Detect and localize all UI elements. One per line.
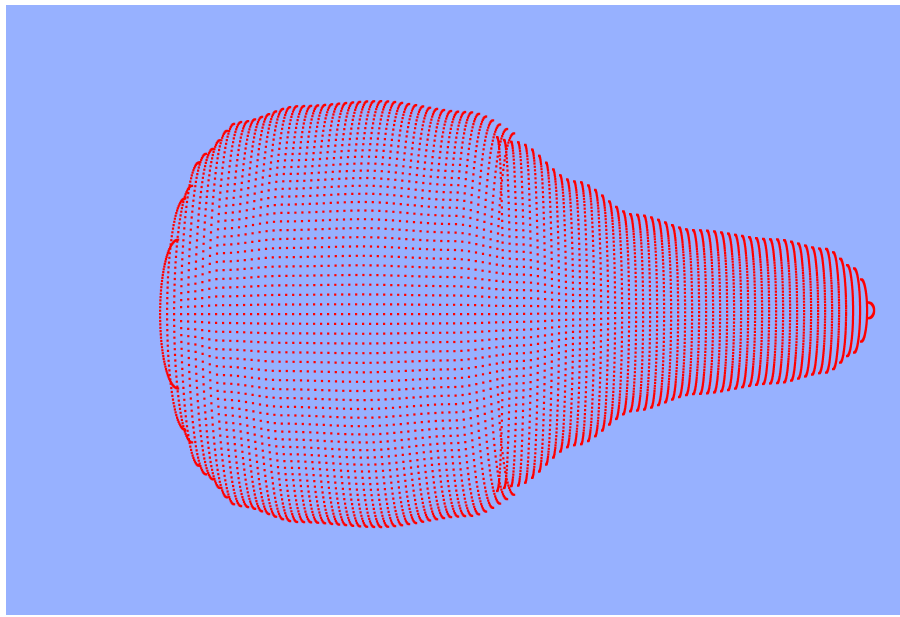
- viewport-background: [6, 5, 900, 615]
- page: (() => { const data = JSON.parse(documen…: [0, 0, 900, 617]
- viewer: [0, 0, 900, 617]
